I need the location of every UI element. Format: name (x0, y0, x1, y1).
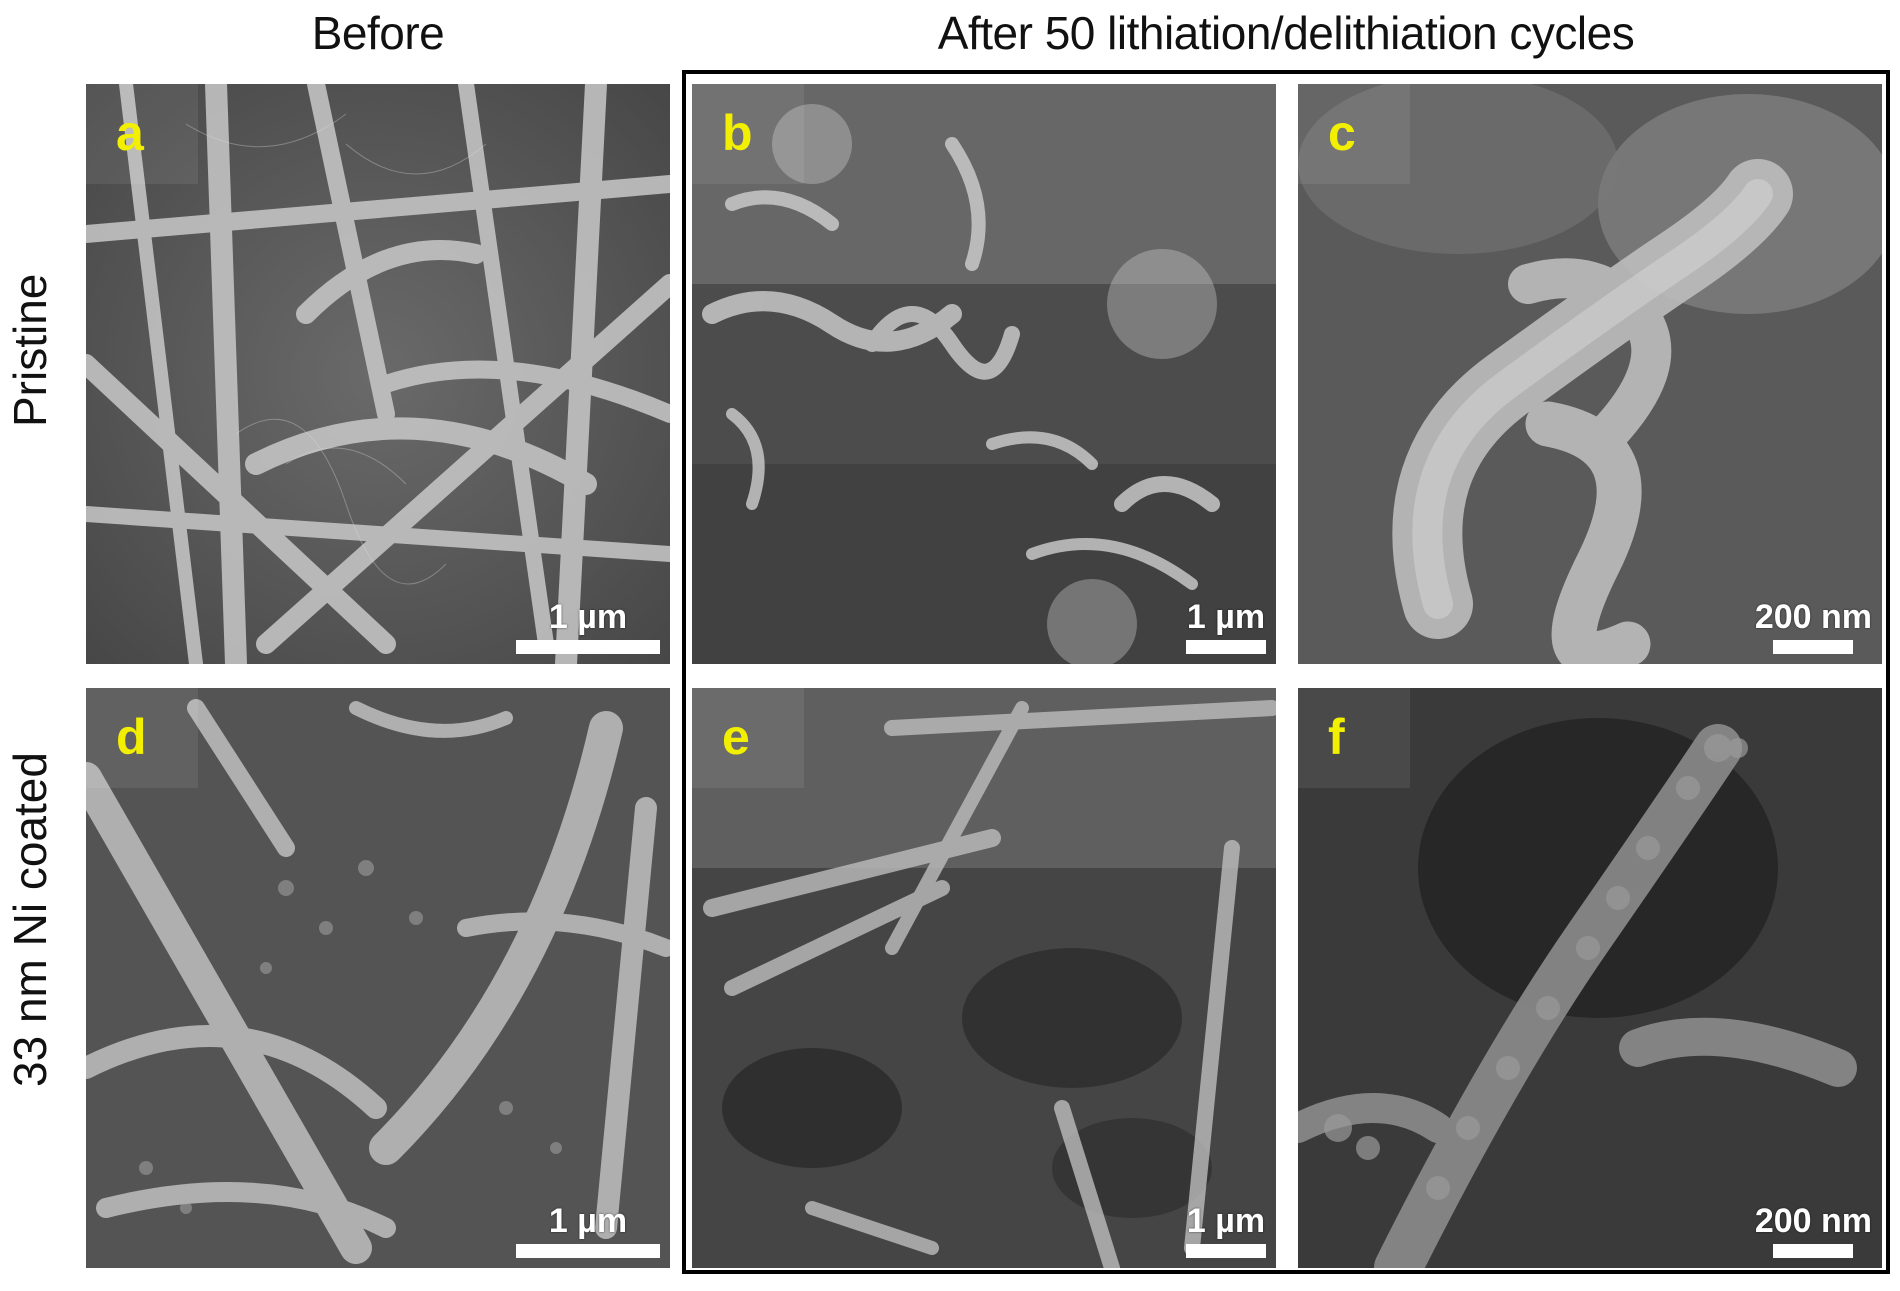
label-box-a (86, 84, 198, 184)
scale-text-e: 1 µm (1186, 1202, 1266, 1240)
panel-label-b: b (722, 105, 753, 161)
label-box-c (1298, 84, 1410, 184)
sem-image-panel-f: f 200 nm (1298, 688, 1882, 1268)
scale-bar-c: 200 nm (1755, 598, 1872, 654)
label-box-d (86, 688, 198, 788)
row-header-ni-coated: 33 nm Ni coated (4, 752, 56, 1087)
scale-line-d (516, 1244, 660, 1258)
sem-micrograph-c (1298, 84, 1882, 664)
scale-line-a (516, 640, 660, 654)
scale-text-f: 200 nm (1754, 1202, 1872, 1240)
scale-bar-f: 200 nm (1755, 1202, 1872, 1258)
panel-label-c: c (1328, 105, 1356, 161)
sem-image-panel-a: a 1 µm (86, 84, 670, 664)
sem-micrograph-e (692, 688, 1276, 1268)
scale-bar-b: 1 µm (1186, 598, 1266, 654)
sem-micrograph-b (692, 84, 1276, 664)
sem-image-panel-d: d 1 µm (86, 688, 670, 1268)
scale-line-e (1186, 1244, 1266, 1258)
label-box-e (692, 688, 804, 788)
panel-label-d: d (116, 709, 147, 765)
scale-bar-e: 1 µm (1186, 1202, 1266, 1258)
sem-micrograph-a (86, 84, 670, 664)
label-box-b (692, 84, 804, 184)
label-box-f (1298, 688, 1410, 788)
scale-text-a: 1 µm (548, 598, 628, 636)
column-header-after: After 50 lithiation/delithiation cycles (937, 7, 1635, 59)
scale-text-b: 1 µm (1186, 598, 1266, 636)
sem-micrograph-d (86, 688, 670, 1268)
after-cycles-frame (682, 70, 1890, 1274)
column-header-before: Before (311, 7, 445, 59)
panel-label-f: f (1328, 709, 1345, 765)
scale-bar-a: 1 µm (516, 598, 660, 654)
scale-line-c (1773, 640, 1854, 654)
scale-text-d: 1 µm (548, 1202, 628, 1240)
sem-image-panel-c: c 200 nm (1298, 84, 1882, 664)
panel-label-e: e (722, 709, 750, 765)
sem-image-panel-e: e 1 µm (692, 688, 1276, 1268)
scale-line-b (1186, 640, 1266, 654)
scale-line-f (1773, 1244, 1854, 1258)
scale-bar-d: 1 µm (516, 1202, 660, 1258)
row-header-pristine: Pristine (4, 273, 56, 427)
panel-label-a: a (116, 105, 144, 161)
sem-image-panel-b: b 1 µm (692, 84, 1276, 664)
sem-micrograph-f (1298, 688, 1882, 1268)
scale-text-c: 200 nm (1754, 598, 1872, 636)
